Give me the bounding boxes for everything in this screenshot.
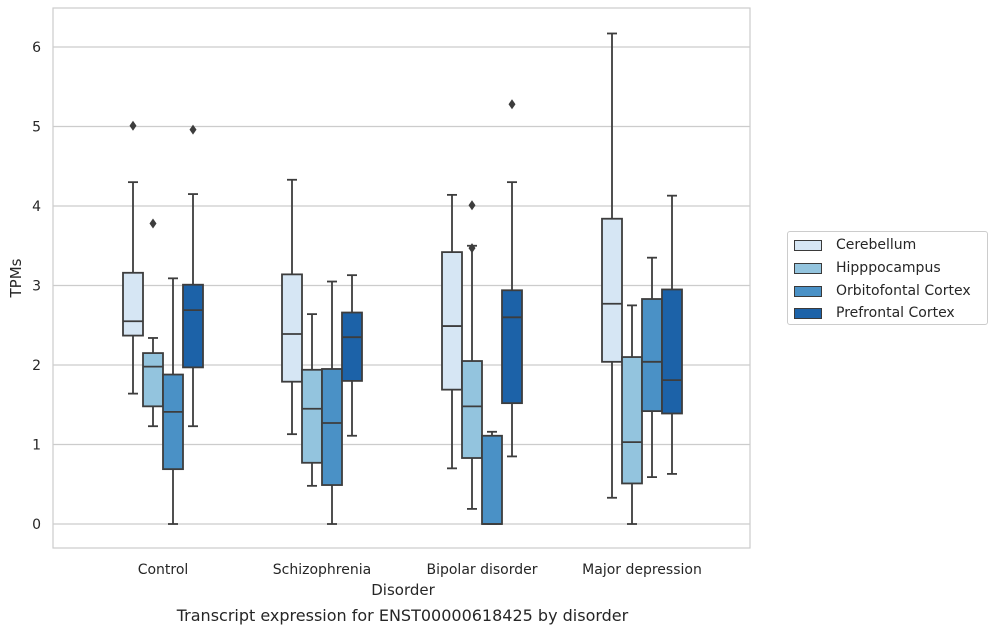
box-iqr [162,373,184,471]
legend-item-orbitofrontal-cortex: Orbitofontal Cortex [794,282,971,300]
x-tick-label: Major depression [582,562,702,578]
outlier-point [468,243,476,254]
box-series [122,32,683,525]
outlier-point [508,99,516,110]
outlier-point [189,124,197,135]
legend-item-cerebellum: Cerebellum [794,236,916,254]
x-tick-label: Schizophrenia [273,562,371,578]
box-iqr [441,251,463,391]
box-iqr [461,360,483,459]
legend-swatch-prefrontal-cortex [794,307,822,319]
legend-swatch-cerebellum [794,239,822,251]
box-iqr [661,288,683,415]
box-iqr [641,298,663,413]
box-iqr [341,311,363,382]
legend-label-cerebellum: Cerebellum [836,237,917,253]
box-iqr [281,273,303,383]
box-iqr [601,217,623,363]
box-group [481,430,503,525]
outlier-point [129,120,137,131]
y-axis-title: TPMs [7,258,25,298]
x-tick-label: Control [138,562,189,578]
box-group [501,99,523,458]
box-group [281,178,303,436]
box-group [621,304,643,525]
legend-label-orbitofrontal-cortex: Orbitofontal Cortex [836,283,971,299]
plot-area-frame [52,7,751,549]
y-tick-label: 5 [32,120,41,136]
x-axis-title: Disorder [371,581,435,599]
legend: Cerebellum Hipppocampus Orbitofontal Cor… [787,231,988,325]
legend-item-prefrontal-cortex: Prefrontal Cortex [794,304,955,322]
box-group [341,274,363,437]
y-tick-label: 3 [32,279,41,295]
y-tick-label: 0 [32,517,41,533]
y-tick-label: 2 [32,358,41,374]
outlier-point [468,200,476,211]
box-group [601,32,623,499]
legend-label-prefrontal-cortex: Prefrontal Cortex [836,305,955,321]
box-iqr [501,289,523,405]
box-iqr [142,352,164,408]
legend-label-hippocampus: Hipppocampus [836,260,941,276]
box-group [301,313,323,487]
box-iqr [122,271,144,337]
y-tick-label: 6 [32,40,41,56]
x-axis-tick-labels: Control Schizophrenia Bipolar disorder Majo… [138,562,702,578]
box-group [162,277,184,525]
legend-swatch-hippocampus [794,262,822,274]
box-group [142,218,164,428]
chart-title: Transcript expression for ENST0000061842… [176,606,629,625]
box-iqr [301,368,323,464]
box-group [461,200,483,510]
box-group [441,193,463,470]
y-tick-label: 4 [32,199,41,215]
box-group [182,124,204,428]
x-tick-label: Bipolar disorder [426,562,537,578]
y-axis-tick-labels: 0 1 2 3 4 5 6 [32,40,41,533]
box-iqr [481,434,503,525]
gridlines [53,46,750,525]
legend-swatch-orbitofrontal-cortex [794,285,822,297]
box-group [661,194,683,475]
box-group [641,256,663,478]
box-group [321,280,343,525]
box-iqr [621,356,643,485]
legend-item-hippocampus: Hipppocampus [794,259,941,277]
box-iqr [182,283,204,369]
y-tick-label: 1 [32,438,41,454]
box-group [122,120,144,395]
outlier-point [149,218,157,229]
box-iqr [321,368,343,486]
